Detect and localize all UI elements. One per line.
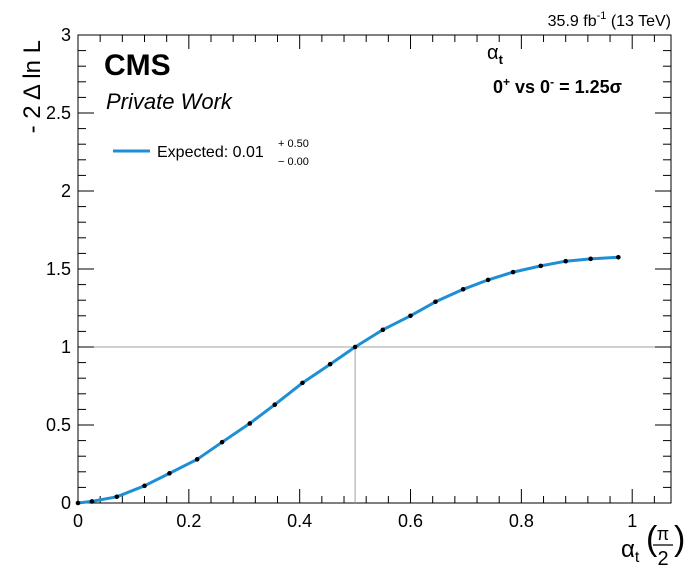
x-axis-title-denominator: 2: [657, 548, 668, 570]
data-point: [485, 277, 491, 283]
data-point: [327, 361, 333, 367]
x-tick-label: 0.4: [287, 511, 312, 531]
y-tick-label: 1.5: [46, 259, 71, 279]
legend-down-error: − 0.00: [278, 156, 309, 168]
data-point: [588, 256, 593, 262]
x-tick-label: 0.2: [176, 511, 201, 531]
data-point: [563, 258, 569, 264]
private-work-label: Private Work: [106, 89, 233, 114]
data-point: [114, 494, 120, 500]
x-axis-title-numerator: π: [657, 524, 669, 544]
data-point: [408, 313, 413, 319]
data-point: [194, 457, 200, 462]
y-axis-title: - 2 Δ ln L: [19, 40, 46, 133]
y-tick-label: 2.5: [46, 103, 71, 123]
data-point: [352, 344, 358, 350]
data-point: [380, 327, 386, 333]
x-axis-title-rparen: ): [674, 520, 685, 558]
y-tick-label: 2: [61, 181, 71, 201]
data-point: [538, 263, 544, 269]
data-point: [433, 299, 438, 305]
data-point: [247, 421, 253, 426]
data-point: [460, 286, 466, 292]
y-tick-label: 1: [61, 337, 71, 357]
data-point: [510, 269, 516, 275]
y-tick-label: 0: [61, 493, 71, 513]
legend-label: Expected: 0.01: [157, 144, 264, 161]
x-axis-title-lparen: (: [646, 520, 658, 558]
x-tick-label: 0.6: [398, 511, 423, 531]
legend-up-error: + 0.50: [278, 138, 309, 150]
data-point: [75, 500, 81, 506]
data-point: [300, 380, 305, 386]
data-point: [142, 483, 147, 489]
x-axis: 0 0.2 0.4 0.6 0.8 1: [73, 35, 655, 531]
x-axis-title: αt ( π 2 ): [621, 520, 685, 570]
series-group: [75, 254, 621, 506]
crossing-lines: [78, 346, 671, 503]
lumi-label: 35.9 fb-1 (13 TeV): [548, 10, 671, 30]
data-point: [219, 439, 225, 445]
data-point: [167, 471, 172, 476]
y-axis: 0 0.5 1 1.5 2 2.5 3: [46, 25, 671, 513]
x-tick-label: 0.8: [509, 511, 534, 531]
x-tick-label: 1: [627, 511, 637, 531]
cms-label: CMS: [104, 49, 171, 82]
data-point: [272, 402, 278, 408]
data-point: [89, 499, 95, 504]
series-line: [76, 255, 620, 505]
x-tick-label: 0: [73, 511, 83, 531]
data-point: [616, 254, 621, 260]
legend: Expected: 0.01 + 0.50 − 0.00: [113, 138, 309, 168]
x-axis-title-symbol: αt: [621, 536, 640, 566]
y-tick-label: 0.5: [46, 415, 71, 435]
hypothesis-label: 0+ vs 0- = 1.25σ: [493, 75, 622, 97]
y-tick-label: 3: [61, 25, 71, 45]
parameter-label: αt: [487, 42, 504, 67]
